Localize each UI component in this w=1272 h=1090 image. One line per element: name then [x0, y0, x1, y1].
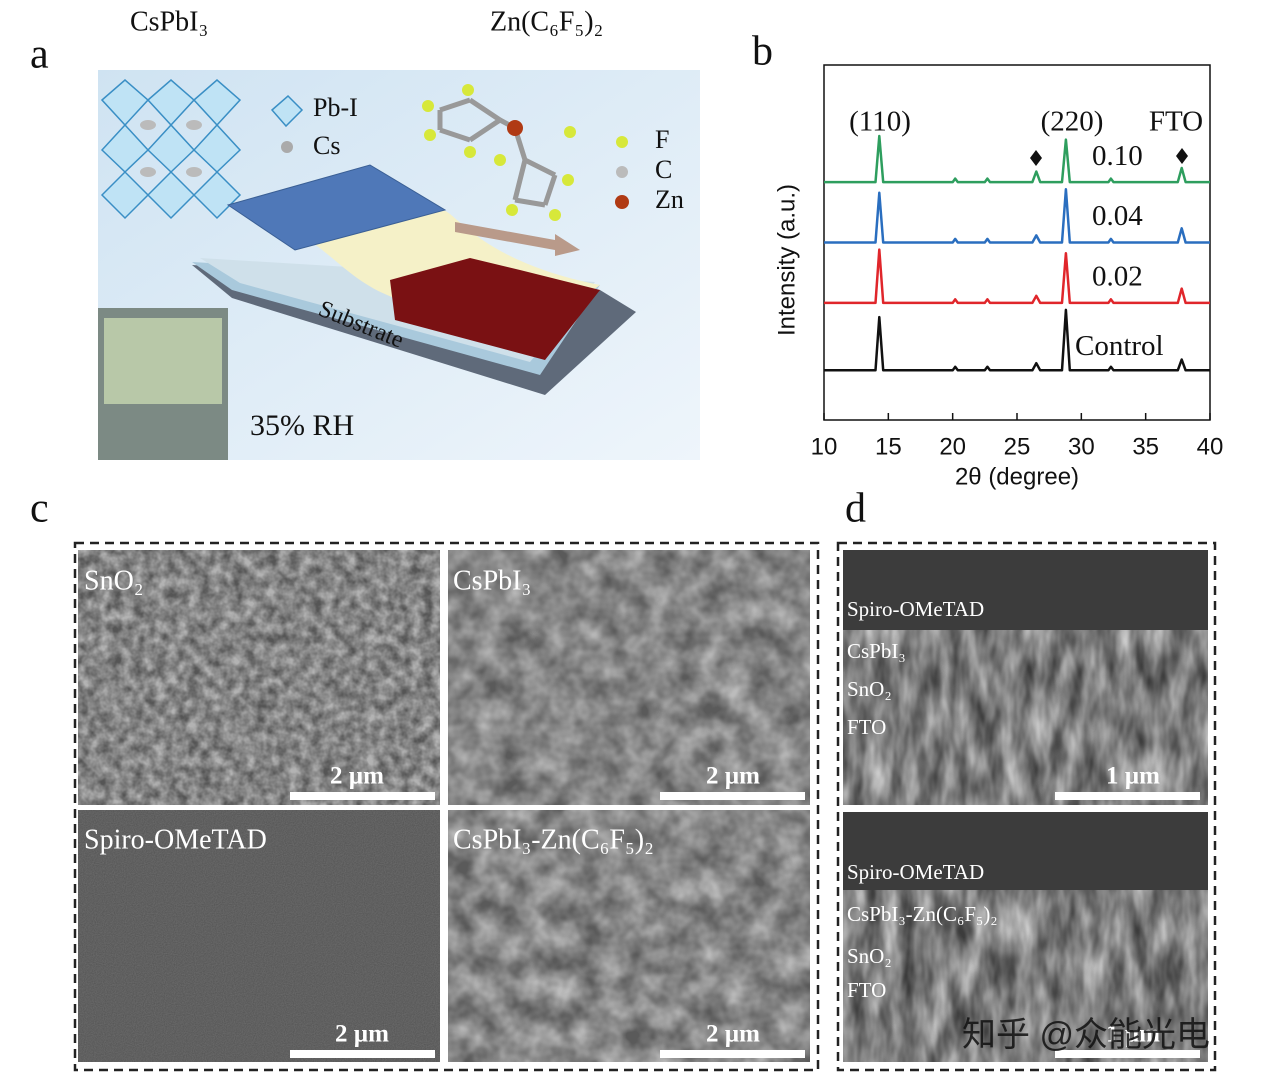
x-tick-label: 15: [875, 433, 902, 460]
series-label: Control: [1075, 330, 1164, 362]
sem-texture: [78, 810, 440, 1062]
scale-bars: [290, 792, 805, 1058]
sem-label: CsPbI₃-Zn(C₆F₅)₂: [453, 824, 654, 855]
blade: [226, 164, 447, 251]
x-tick-label: 30: [1068, 433, 1095, 460]
sem-label: CsPbI₃: [453, 565, 531, 596]
xrd-pattern: [824, 308, 1210, 372]
x-tick-label: 40: [1197, 433, 1224, 460]
x-tick-label: 35: [1132, 433, 1159, 460]
panel-c: SnO₂ CsPbI₃ Spiro-OMeTAD CsPbI₃-Zn(C₆F₅)…: [73, 541, 820, 1072]
legend-label: C: [655, 155, 672, 184]
x-tick-label: 20: [939, 433, 966, 460]
fto-marker: [1176, 148, 1188, 164]
zn-icon: [615, 195, 629, 209]
sem-label: SnO₂: [84, 565, 144, 596]
panel-frame: [836, 541, 1217, 1072]
peak-annotation: (220): [1041, 106, 1104, 138]
scale-label: 2 µm: [335, 1021, 389, 1048]
hygrometer-display: [104, 318, 222, 404]
scale-label: 2 µm: [706, 1021, 760, 1048]
perovskite-lattice: [100, 79, 242, 220]
scale-label: 2 µm: [706, 763, 760, 790]
sem-texture: [78, 550, 440, 805]
fluorine-atoms: [422, 84, 576, 221]
sem-texture: [843, 630, 1208, 805]
fto-marker: [1030, 150, 1042, 166]
sem-texture: [448, 810, 810, 1062]
xrd-chart: 2θ (degree) Intensity (a.u.) (110) (220)…: [773, 64, 1224, 490]
panel-label: b: [752, 29, 773, 75]
series-label: 0.04: [1092, 200, 1143, 232]
compound-label: CsPbI₃: [130, 6, 208, 37]
cs-icon: [281, 141, 293, 153]
series-label: 0.10: [1092, 140, 1143, 172]
sem-label: Spiro-OMeTAD: [84, 824, 267, 855]
xrd-pattern: [824, 134, 1210, 184]
layer-label: Spiro-OMeTAD: [847, 597, 984, 621]
panel-label: c: [30, 486, 49, 532]
arrow: [455, 222, 580, 256]
x-tick-label: 10: [811, 433, 838, 460]
layer-label: SnO₂: [847, 677, 892, 701]
xrd-pattern: [824, 248, 1210, 305]
humidity-label: 35% RH: [250, 409, 354, 442]
cs-atoms: [140, 120, 202, 177]
legend-label: Cs: [313, 131, 340, 160]
c-icon: [616, 166, 628, 178]
layer-label: FTO: [847, 978, 886, 1002]
xrd-pattern: [824, 188, 1210, 244]
f-icon: [616, 136, 628, 148]
peak-annotation: FTO: [1149, 106, 1203, 138]
layer-label: Spiro-OMeTAD: [847, 860, 984, 884]
legend-label: F: [655, 125, 669, 154]
panel-a: Substrate CsPbI₃ Zn(C₆F₅)₂ Pb-I Cs F C Z…: [98, 6, 700, 460]
x-tick-label: 25: [1004, 433, 1031, 460]
panel-frame: [73, 541, 820, 1072]
y-axis-title: Intensity (a.u.): [773, 184, 800, 336]
pb-i-icon: [270, 94, 304, 128]
watermark: 知乎 @众能光电: [962, 1016, 1210, 1054]
scale-label: 1 µm: [1106, 1021, 1160, 1048]
layer-label: CsPbI₃: [847, 639, 906, 663]
perovskite-film: [390, 258, 600, 360]
compound-label: Zn(C₆F₅)₂: [490, 6, 603, 37]
panel-label: d: [845, 486, 866, 532]
layer-label: SnO₂: [847, 944, 892, 968]
sem-texture: [448, 550, 810, 805]
x-axis-title: 2θ (degree): [955, 463, 1079, 490]
layer-label: CsPbI₃-Zn(C₆F₅)₂: [847, 902, 998, 926]
legend-label: Pb-I: [313, 93, 358, 122]
panel-label: a: [30, 32, 49, 78]
panel-d: Spiro-OMeTAD CsPbI₃ SnO₂ FTO Spiro-OMeTA…: [836, 541, 1217, 1072]
peak-annotation: (110): [849, 106, 911, 138]
series-label: 0.02: [1092, 261, 1143, 293]
scale-label: 2 µm: [330, 763, 384, 790]
scale-label: 1 µm: [1106, 763, 1160, 790]
zinc-atom: [507, 120, 523, 136]
sem-texture: [843, 890, 1208, 1062]
legend-label: Zn: [655, 185, 684, 214]
layer-label: FTO: [847, 715, 886, 739]
scale-bars: [1055, 792, 1200, 1058]
